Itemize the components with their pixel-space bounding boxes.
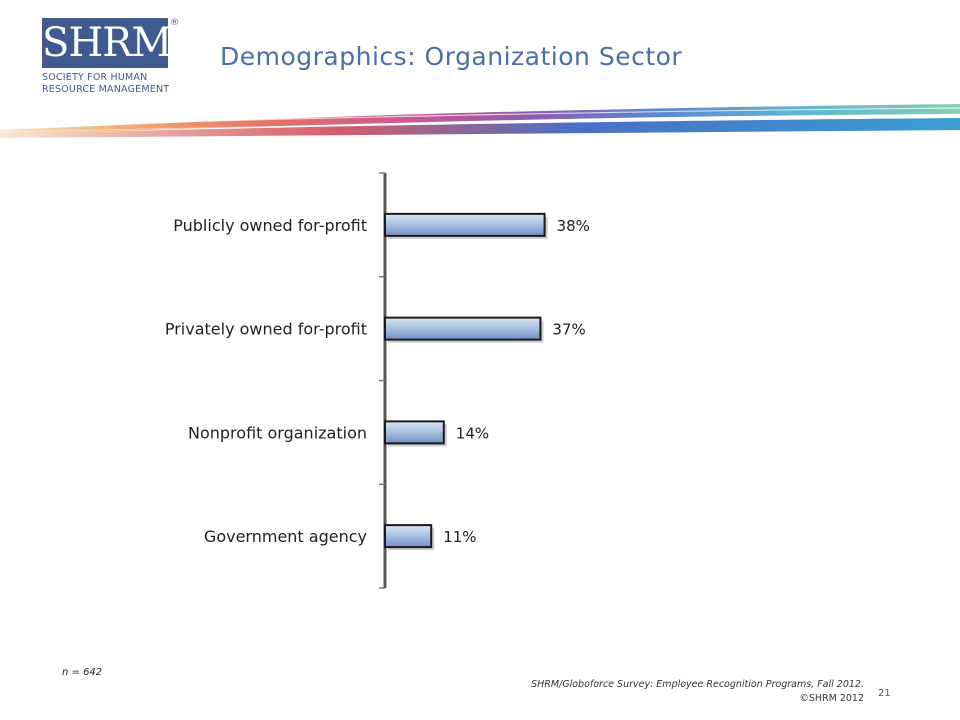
- value-label: 11%: [443, 528, 476, 546]
- sample-size-note: n = 642: [62, 667, 103, 678]
- page-number: 21: [878, 688, 891, 699]
- shrm-logo: SHRM ® SOCIETY FOR HUMAN RESOURCE MANAGE…: [42, 18, 182, 100]
- value-label: 14%: [456, 424, 489, 442]
- chart-labels: Publicly owned for-profit 38% Privately ow…: [165, 216, 590, 546]
- bar-privately-owned-for-profit: [384, 316, 542, 341]
- category-label: Government agency: [204, 527, 367, 546]
- source-citation: SHRM/Globoforce Survey: Employee Recogni…: [531, 679, 864, 690]
- category-label: Privately owned for-profit: [165, 320, 367, 339]
- bar-government-agency: [384, 524, 433, 549]
- category-label: Nonprofit organization: [188, 423, 367, 442]
- logo-registered-mark: ®: [170, 18, 179, 28]
- logo-tagline-1: SOCIETY FOR HUMAN: [42, 72, 148, 83]
- bar-publicly-owned-for-profit: [384, 212, 546, 237]
- logo-tagline-2: RESOURCE MANAGEMENT: [42, 84, 170, 95]
- bar-nonprofit-organization: [384, 420, 445, 445]
- page-title: Demographics: Organization Sector: [220, 42, 683, 71]
- header-swoosh-band: [0, 104, 960, 138]
- category-label: Publicly owned for-profit: [173, 216, 367, 235]
- value-label: 37%: [552, 321, 585, 339]
- logo-box: [42, 18, 168, 68]
- copyright-notice: ©SHRM 2012: [799, 693, 864, 704]
- chart-bars: [384, 212, 548, 551]
- value-label: 38%: [557, 217, 590, 235]
- logo-mark: SHRM: [42, 20, 172, 66]
- chart-axis: [379, 172, 387, 589]
